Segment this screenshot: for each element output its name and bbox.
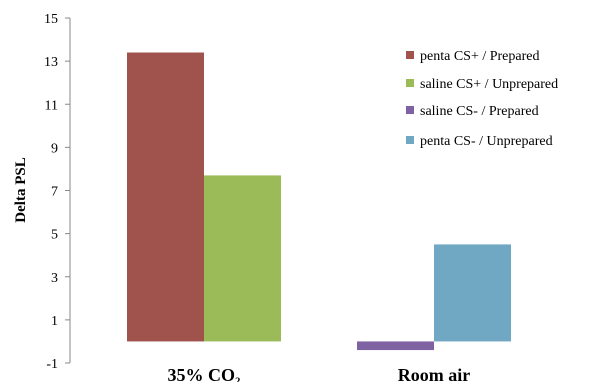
y-tick-label: 15	[44, 12, 58, 27]
bar-co2-series-1	[127, 52, 204, 342]
x-axis-labels: 35% CO₂ Room air	[168, 365, 471, 382]
legend-label: penta CS- / Unprepared	[420, 134, 553, 149]
y-tick-label: 9	[51, 141, 58, 156]
bar-room-air-series-4	[434, 244, 511, 342]
y-tick-label: 13	[44, 55, 58, 70]
y-axis-label: Delta PSL	[13, 157, 29, 222]
legend-swatch	[406, 79, 414, 87]
y-tick-label: 7	[51, 185, 58, 200]
x-category-label: Room air	[398, 365, 470, 382]
x-category-label: 35% CO₂	[168, 365, 241, 382]
y-tick-label: 3	[51, 271, 58, 286]
y-tick-label: 1	[51, 314, 58, 329]
bar-co2-series-2	[204, 175, 281, 342]
legend-swatch	[406, 51, 414, 59]
legend-label: saline CS- / Prepared	[420, 104, 539, 119]
y-tick-label: 11	[45, 98, 58, 113]
legend-label: penta CS+ / Prepared	[420, 49, 539, 64]
y-tick-label: 5	[51, 228, 58, 243]
legend-swatch	[406, 136, 414, 144]
bars-group	[127, 52, 511, 351]
legend-swatch	[406, 106, 414, 114]
y-tick-label: -1	[46, 357, 58, 372]
bar-room-air-series-3	[357, 341, 434, 351]
legend: penta CS+ / Prepared saline CS+ / Unprepa…	[406, 49, 558, 149]
legend-label: saline CS+ / Unprepared	[420, 77, 558, 92]
